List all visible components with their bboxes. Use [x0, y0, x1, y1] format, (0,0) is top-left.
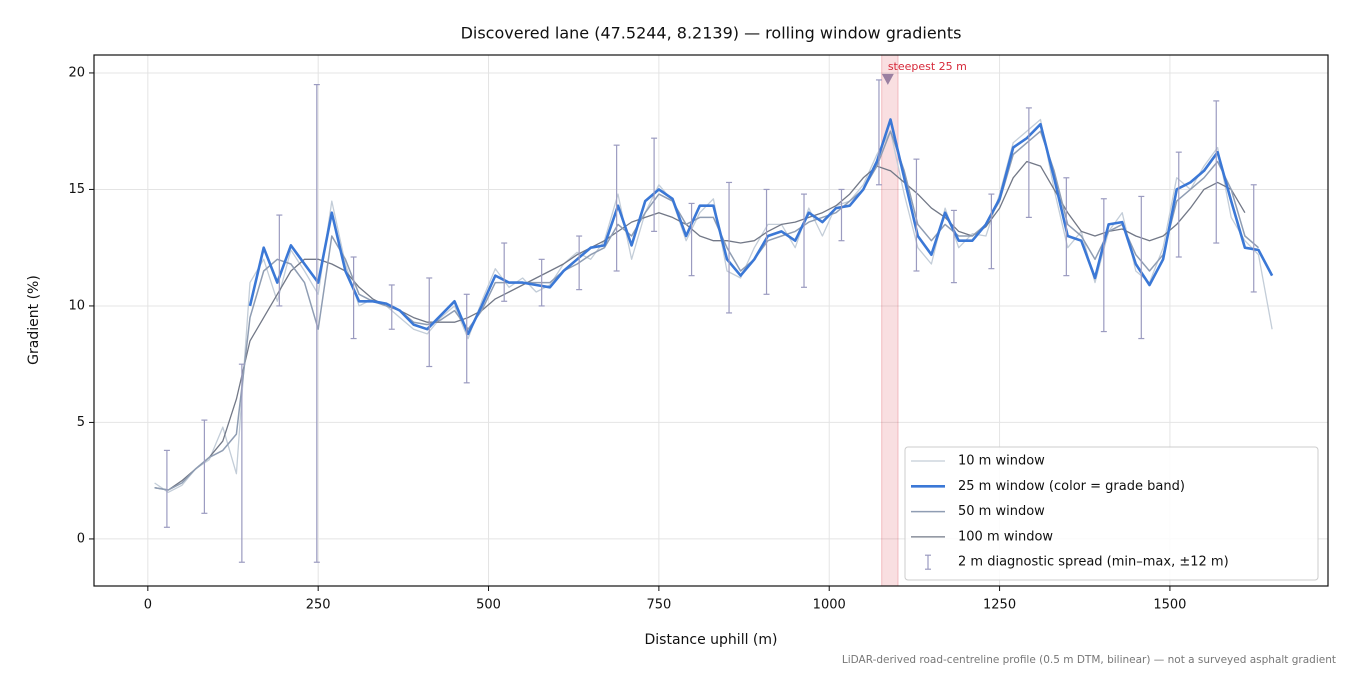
error-bar	[576, 235, 583, 291]
caption: LiDAR-derived road-centreline profile (0…	[842, 654, 1336, 666]
error-bar	[388, 284, 395, 330]
error-bar	[1063, 177, 1070, 277]
legend-box	[904, 446, 1319, 581]
error-bar	[350, 256, 357, 340]
x-tick-label: 1000	[813, 598, 846, 613]
error-bar	[988, 193, 995, 270]
series-line	[154, 130, 1259, 491]
error-bar	[276, 214, 283, 307]
legend-label: 2 m diagnostic spread (min–max, ±12 m)	[958, 555, 1229, 570]
error-bar	[875, 79, 882, 186]
legend-label: 100 m window	[958, 529, 1053, 544]
y-tick-label: 15	[68, 182, 85, 197]
error-bar	[688, 202, 695, 277]
error-bar	[726, 181, 733, 314]
error-bar	[313, 83, 320, 563]
legend-label: 50 m window	[958, 504, 1045, 519]
x-tick-label: 1500	[1153, 598, 1186, 613]
error-bar	[163, 449, 170, 528]
plot-frame	[93, 54, 1329, 587]
y-axis-label: Gradient (%)	[26, 275, 42, 365]
error-bar	[651, 137, 658, 232]
error-bar	[950, 209, 957, 284]
error-bar	[538, 258, 545, 307]
legend-label: 10 m window	[958, 454, 1045, 469]
series-line	[248, 118, 1274, 336]
x-tick-label: 250	[306, 598, 331, 613]
error-bar	[801, 193, 808, 288]
steepest-marker	[881, 73, 894, 85]
y-tick-label: 20	[68, 65, 85, 80]
error-bar	[501, 242, 508, 302]
error-bar	[1025, 107, 1032, 218]
error-bar	[1175, 151, 1182, 258]
x-tick-label: 500	[476, 598, 501, 613]
series-line	[154, 118, 1273, 493]
error-bar	[463, 293, 470, 384]
error-bar	[763, 188, 770, 295]
x-tick-label: 0	[144, 598, 152, 613]
error-bar	[613, 144, 620, 272]
error-bar	[1100, 198, 1107, 333]
y-tick-label: 10	[68, 298, 85, 313]
annotation: steepest 25 m	[888, 60, 967, 73]
error-bar	[1138, 195, 1145, 340]
error-bar	[201, 419, 208, 514]
x-axis-label: Distance uphill (m)	[645, 632, 778, 648]
x-tick-label: 750	[646, 598, 671, 613]
error-bar	[238, 363, 245, 563]
chart-title: Discovered lane (47.5244, 8.2139) — roll…	[461, 24, 962, 43]
error-bar	[426, 277, 433, 368]
y-tick-label: 5	[77, 415, 85, 430]
error-bar	[1213, 100, 1220, 244]
legend-label: 25 m window (color = grade band)	[958, 479, 1185, 494]
y-tick-label: 0	[77, 531, 85, 546]
error-bar	[1250, 184, 1257, 293]
error-bar	[838, 188, 845, 242]
x-tick-label: 1250	[983, 598, 1016, 613]
error-bar	[913, 158, 920, 272]
